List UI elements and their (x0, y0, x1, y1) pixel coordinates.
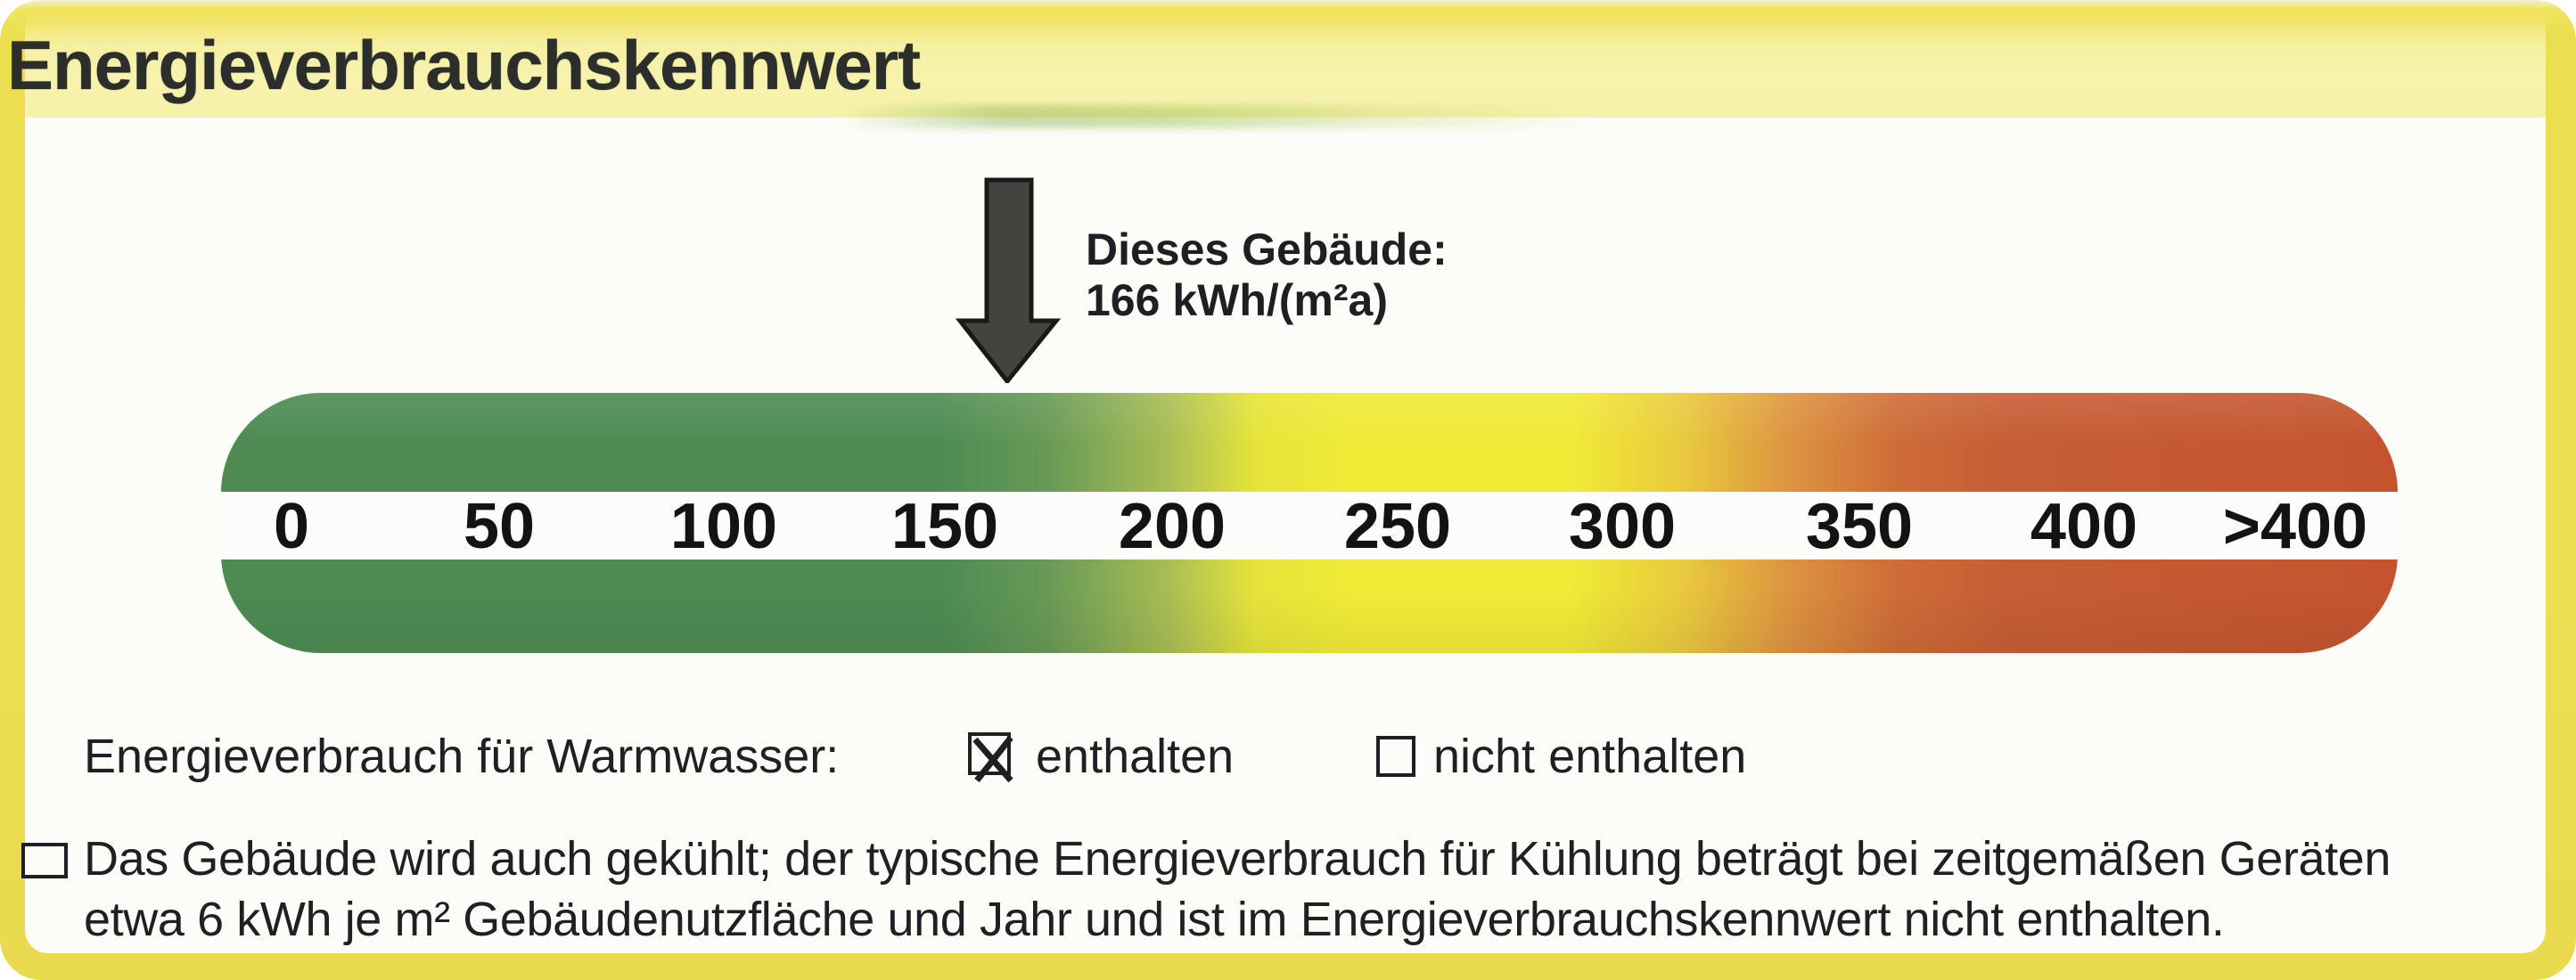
title-band (25, 7, 2546, 118)
checkbox-x-mark-icon (972, 735, 1013, 783)
tick-0: 0 (273, 491, 310, 562)
building-value-label: Dieses Gebäude: 166 kWh/(m²a) (1086, 225, 1448, 326)
checkbox-included-checked[interactable] (968, 732, 1013, 783)
energy-scale-label-strip (221, 492, 2398, 559)
building-label-line: Dieses Gebäude: (1086, 225, 1448, 274)
tick-100: 100 (669, 491, 778, 562)
cooling-note-line1: Das Gebäude wird auch gekühlt; der typis… (84, 832, 2391, 886)
checkbox-cooling-unchecked[interactable] (21, 843, 68, 878)
building-value-arrow-icon (956, 177, 1061, 383)
page-title: Energieverbrauchskennwert (7, 26, 921, 104)
tick-400: 400 (2030, 491, 2138, 562)
tick-300: 300 (1568, 491, 1677, 562)
hot-water-row: Energieverbrauch für Warmwasser: enthalt… (0, 729, 2576, 786)
building-value-line: 166 kWh/(m²a) (1086, 275, 1388, 325)
tick-250: 250 (1343, 491, 1452, 562)
option-included-label: enthalten (1036, 730, 1235, 783)
energy-scale-ticks: 0 50 100 150 200 250 300 350 400 >400 (0, 491, 2576, 562)
tick-50: 50 (463, 491, 536, 562)
cooling-note-line2: etwa 6 kWh je m² Gebäudenutzfläche und J… (84, 893, 2225, 946)
cooling-note-text: Das Gebäude wird auch gekühlt; der typis… (84, 829, 2553, 950)
scan-artifact-smudge (838, 105, 1587, 128)
checkbox-not-included-unchecked[interactable] (1376, 736, 1415, 777)
tick-200: 200 (1118, 491, 1226, 562)
tick-gt400: >400 (2222, 491, 2368, 562)
tick-350: 350 (1805, 491, 1914, 562)
option-not-included-label: nicht enthalten (1433, 730, 1747, 783)
tick-150: 150 (890, 491, 999, 562)
hot-water-label: Energieverbrauch für Warmwasser: (84, 730, 840, 783)
